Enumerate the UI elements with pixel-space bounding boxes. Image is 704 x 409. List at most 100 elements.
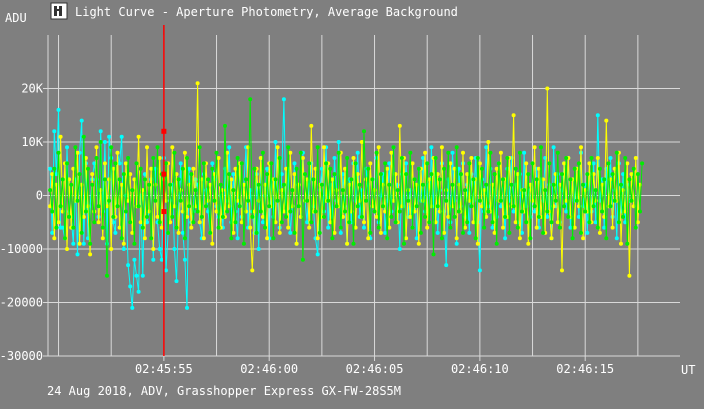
data-point (77, 241, 82, 246)
data-point (568, 225, 573, 230)
data-point (526, 241, 531, 246)
data-point (151, 257, 156, 262)
data-point (503, 236, 508, 241)
data-point (88, 252, 93, 257)
data-point (463, 225, 468, 230)
data-point (81, 241, 86, 246)
data-point (260, 150, 265, 155)
data-point (65, 145, 69, 150)
data-point (623, 220, 628, 225)
data-point (448, 225, 453, 230)
data-point (576, 161, 581, 166)
data-point (539, 145, 543, 150)
data-point (376, 145, 381, 150)
data-point (362, 129, 366, 134)
data-point (100, 225, 105, 230)
data-point (210, 241, 215, 246)
data-point (492, 230, 497, 235)
data-point (138, 220, 143, 225)
data-point (115, 204, 120, 209)
data-point (465, 220, 470, 225)
data-point (454, 241, 459, 246)
data-point (229, 177, 234, 182)
data-point (233, 220, 238, 225)
data-point (258, 156, 263, 160)
data-point (602, 177, 607, 182)
data-point (130, 305, 135, 310)
data-point (65, 247, 69, 251)
data-point (300, 257, 305, 262)
data-point (275, 198, 280, 203)
data-point (218, 182, 223, 187)
data-point (254, 230, 259, 235)
data-point (235, 156, 240, 160)
data-point (486, 209, 491, 214)
data-point (366, 166, 371, 171)
data-point (195, 209, 200, 214)
y-tick-label: 20K (21, 82, 43, 96)
data-point (612, 198, 617, 203)
data-point (406, 198, 411, 203)
data-point (185, 156, 189, 160)
data-point (397, 209, 402, 214)
y-tick-label: 10K (21, 135, 43, 149)
data-point (338, 230, 343, 235)
data-point (290, 188, 295, 193)
data-point (551, 145, 556, 150)
data-point (549, 236, 554, 241)
data-point (343, 209, 347, 214)
data-point (168, 220, 173, 225)
data-point (326, 225, 331, 230)
data-point (429, 145, 434, 150)
data-point (520, 209, 524, 214)
data-point (187, 204, 192, 209)
data-point (374, 150, 379, 155)
data-point (128, 172, 133, 177)
data-point (130, 230, 135, 235)
data-point (90, 172, 95, 177)
data-point (482, 225, 487, 230)
data-point (227, 145, 232, 150)
data-point (595, 225, 600, 230)
data-point (402, 241, 406, 246)
data-point (142, 177, 147, 182)
data-point (404, 161, 409, 166)
data-point (220, 214, 225, 219)
data-point (214, 209, 219, 214)
data-point (191, 166, 196, 171)
data-point (50, 230, 55, 235)
data-point (119, 236, 124, 241)
data-point (180, 166, 185, 171)
data-point (172, 150, 177, 155)
data-point (332, 172, 337, 177)
time-cursor[interactable] (161, 25, 167, 356)
data-point (52, 236, 57, 241)
data-point (564, 209, 569, 214)
data-point (90, 182, 95, 187)
data-point (454, 236, 459, 241)
y-axis-label: ADU (5, 11, 27, 25)
data-point (610, 172, 615, 177)
data-point (570, 236, 575, 241)
y-tick-label: -30000 (0, 349, 43, 363)
data-point (182, 150, 187, 155)
data-point (309, 123, 314, 128)
data-point (303, 172, 307, 177)
data-point (178, 161, 183, 166)
data-point (319, 182, 324, 187)
data-point (134, 161, 139, 166)
series-line (49, 83, 641, 276)
data-point (96, 220, 101, 225)
data-point (288, 230, 293, 235)
data-point (509, 182, 514, 187)
data-point (273, 140, 278, 144)
data-point (164, 161, 168, 166)
data-point (197, 220, 202, 225)
data-point (486, 140, 491, 144)
data-point (507, 230, 512, 235)
data-point (484, 145, 489, 150)
data-point (376, 225, 381, 230)
data-point (490, 225, 495, 230)
data-point (349, 177, 354, 182)
